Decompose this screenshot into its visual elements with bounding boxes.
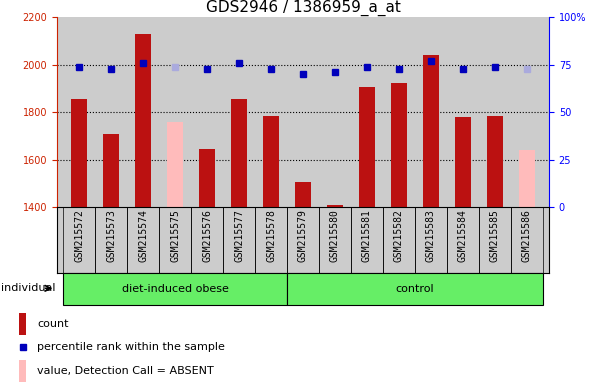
Text: GSM215580: GSM215580 [330,209,340,262]
Bar [455,117,471,207]
Bar [135,34,151,207]
Text: control: control [395,284,434,294]
Text: value, Detection Call = ABSENT: value, Detection Call = ABSENT [37,366,214,376]
Text: individual: individual [1,283,56,293]
Text: GSM215586: GSM215586 [521,209,532,262]
Text: count: count [37,319,69,329]
Bar [167,122,183,207]
Bar [391,83,407,207]
Text: GSM215574: GSM215574 [138,209,148,262]
Bar [287,273,542,305]
Text: GSM215573: GSM215573 [106,209,116,262]
Text: GSM215581: GSM215581 [362,209,372,262]
Text: percentile rank within the sample: percentile rank within the sample [37,342,225,352]
Text: GSM215572: GSM215572 [74,209,85,262]
Bar [487,116,503,207]
Text: GSM215576: GSM215576 [202,209,212,262]
Bar [19,313,26,335]
Text: GSM215577: GSM215577 [234,209,244,262]
Bar [518,151,535,207]
Bar [231,99,247,207]
Text: GSM215575: GSM215575 [170,209,180,262]
Bar [295,182,311,207]
Text: GSM215583: GSM215583 [426,209,436,262]
Text: GSM215578: GSM215578 [266,209,276,262]
Bar [327,205,343,207]
Text: diet-induced obese: diet-induced obese [122,284,229,294]
Bar [199,149,215,207]
Bar [263,116,279,207]
Bar [103,134,119,207]
Bar [19,360,26,382]
Bar [359,88,375,207]
Bar [64,273,287,305]
Bar [71,99,88,207]
Text: GSM215579: GSM215579 [298,209,308,262]
Bar [423,55,439,207]
Text: GSM215584: GSM215584 [458,209,468,262]
Text: GSM215582: GSM215582 [394,209,404,262]
Title: GDS2946 / 1386959_a_at: GDS2946 / 1386959_a_at [206,0,400,16]
Text: GSM215585: GSM215585 [490,209,500,262]
